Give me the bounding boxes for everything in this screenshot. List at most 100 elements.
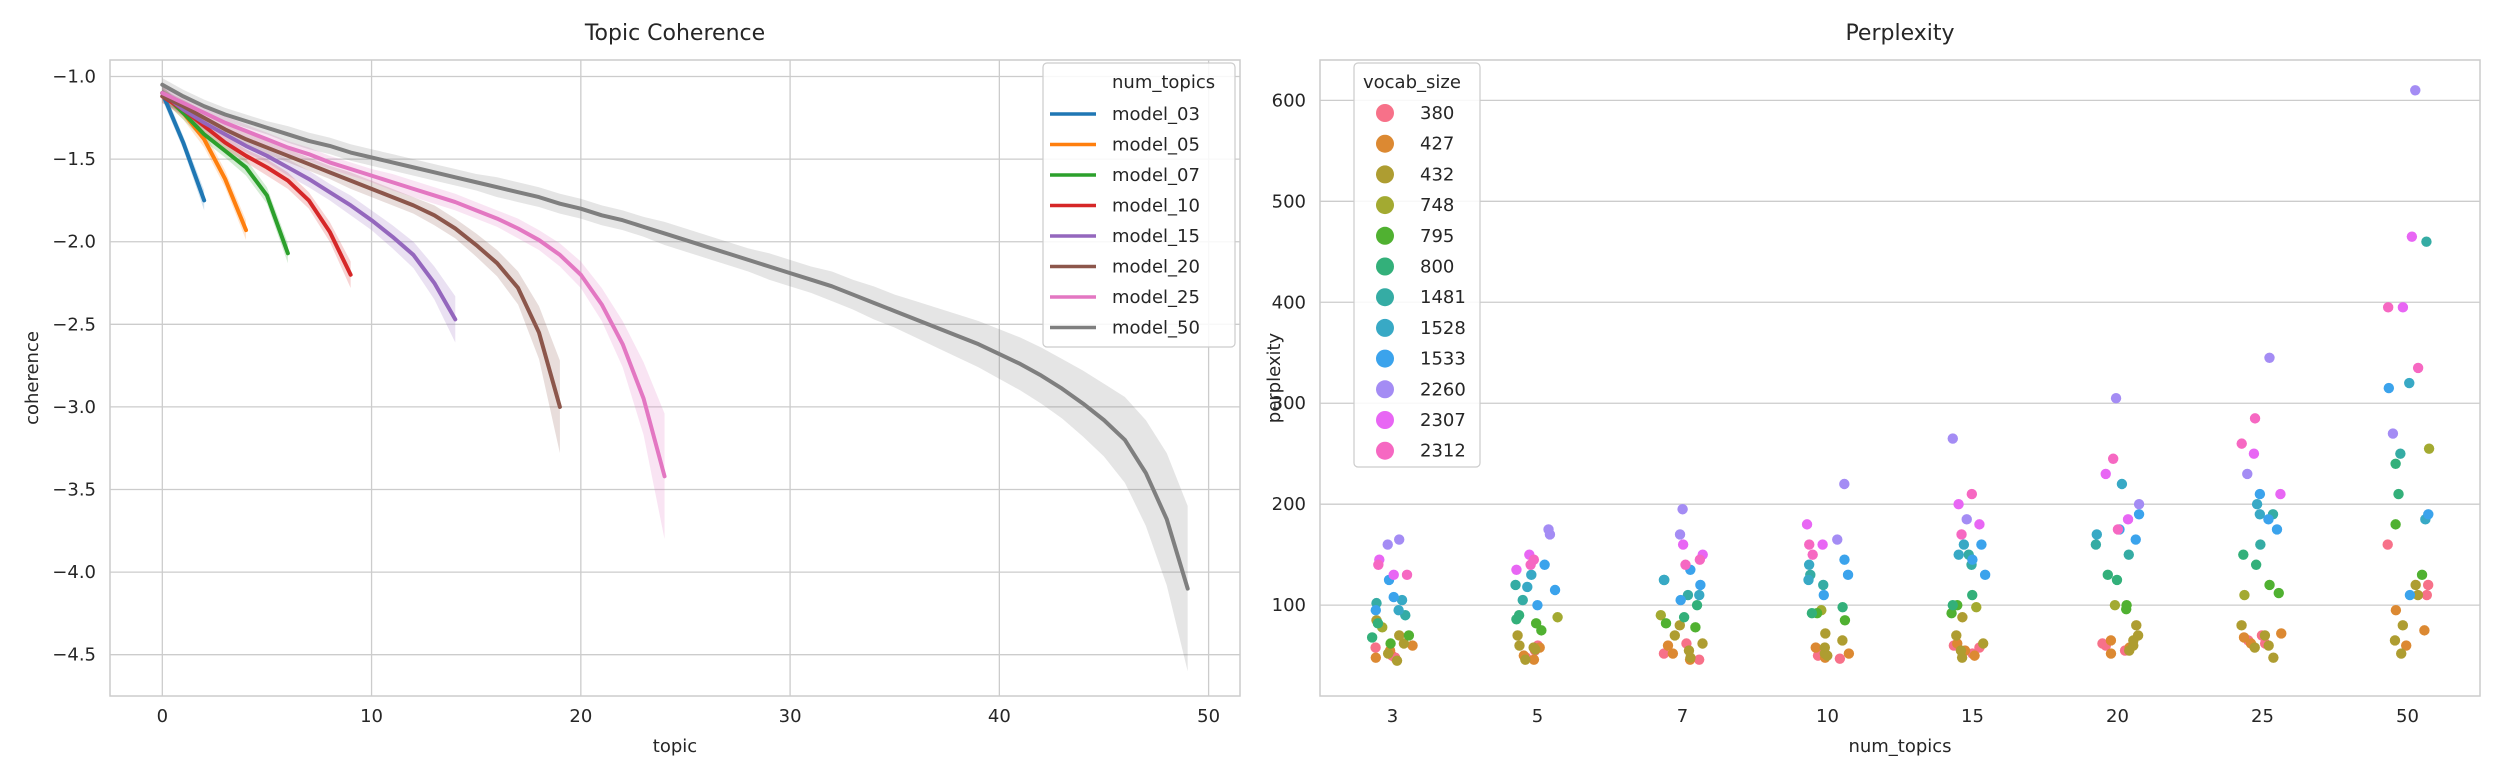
perplexity-legend-label-2260: 2260 [1420, 379, 1466, 400]
perplexity-point-2260 [1674, 529, 1686, 540]
perplexity-point-748 [1552, 612, 1563, 623]
perplexity-point-427 [1528, 654, 1540, 665]
perplexity-x-tick-label: 20 [2106, 706, 2129, 727]
perplexity-point-432 [1669, 630, 1680, 641]
perplexity-point-795 [1403, 630, 1415, 641]
perplexity-point-2312 [2107, 453, 2119, 464]
perplexity-y-axis-label: perplexity [1264, 332, 1285, 423]
coherence-x-tick-label: 0 [157, 706, 168, 727]
perplexity-legend: vocab_size 380 427 432 748 795 800 1481 1528 153… [1353, 62, 1481, 468]
coherence-legend-label-model_25: model_25 [1112, 287, 1200, 308]
perplexity-legend-swatch-1481 [1376, 288, 1394, 307]
perplexity-point-1533 [2271, 524, 2283, 535]
perplexity-point-800 [1691, 599, 1703, 611]
perplexity-point-2260 [2242, 468, 2253, 480]
perplexity-point-2260 [1677, 504, 1688, 515]
perplexity-point-432 [2412, 589, 2424, 601]
perplexity-point-1528 [2116, 478, 2128, 490]
perplexity-legend-label-2312: 2312 [1420, 441, 1466, 462]
perplexity-point-432 [1512, 630, 1523, 641]
perplexity-legend-swatch-2307 [1376, 411, 1394, 429]
coherence-x-tick-label: 50 [1197, 706, 1220, 727]
perplexity-legend-label-432: 432 [1420, 164, 1454, 185]
perplexity-point-432 [1955, 645, 1967, 656]
coherence-x-tick-labels: 0 10 20 30 40 50 [157, 706, 1220, 727]
perplexity-point-1533 [1818, 589, 1829, 601]
perplexity-point-2307 [1511, 564, 1522, 576]
perplexity-point-795 [2264, 579, 2275, 591]
perplexity-point-795 [1660, 618, 1672, 629]
perplexity-point-1533 [1839, 554, 1850, 565]
perplexity-point-432 [1951, 630, 1962, 641]
perplexity-point-427 [1662, 640, 1674, 651]
perplexity-point-1533 [2254, 488, 2266, 500]
perplexity-point-1481 [2255, 539, 2266, 550]
coherence-legend-label-model_03: model_03 [1112, 104, 1200, 125]
perplexity-point-380 [2097, 638, 2108, 649]
perplexity-point-2260 [1382, 539, 1393, 550]
perplexity-point-432 [1391, 655, 1403, 666]
perplexity-point-800 [1947, 599, 1958, 611]
perplexity-point-1533 [1967, 554, 1978, 565]
perplexity-x-tick-label: 10 [1816, 706, 1839, 727]
perplexity-point-427 [2276, 628, 2287, 639]
perplexity-point-800 [2393, 488, 2404, 500]
perplexity-point-427 [2390, 604, 2402, 616]
perplexity-axes-frame [1319, 59, 2481, 697]
perplexity-x-tick-label: 7 [1677, 706, 1688, 727]
perplexity-point-380 [1693, 654, 1705, 665]
perplexity-legend-title: vocab_size [1363, 72, 1461, 93]
perplexity-point-800 [1511, 614, 1522, 625]
perplexity-point-1533 [2130, 534, 2141, 545]
perplexity-point-432 [1674, 620, 1685, 631]
perplexity-point-2307 [2248, 448, 2260, 459]
perplexity-point-800 [2390, 458, 2401, 470]
perplexity-point-748 [2239, 589, 2250, 601]
coherence-y-tick-label: −1.5 [52, 149, 96, 170]
perplexity-y-tick-label: 400 [1272, 292, 1306, 313]
perplexity-point-800 [2111, 574, 2123, 586]
perplexity-point-1533 [1370, 604, 1381, 616]
perplexity-point-1533 [1532, 599, 1543, 611]
perplexity-point-2307 [2275, 488, 2286, 500]
coherence-title: Topic Coherence [584, 21, 765, 46]
perplexity-point-795 [2390, 519, 2401, 530]
perplexity-point-427 [2401, 640, 2412, 651]
perplexity-point-427 [1407, 640, 1418, 651]
perplexity-point-432 [1382, 648, 1394, 659]
perplexity-point-427 [1843, 648, 1855, 659]
coherence-line-model_07 [160, 91, 290, 256]
coherence-lines [160, 82, 1190, 591]
perplexity-point-800 [1678, 612, 1690, 623]
perplexity-legend-label-1481: 1481 [1420, 287, 1466, 308]
perplexity-x-tick-label: 50 [2396, 706, 2419, 727]
perplexity-point-1481 [1818, 579, 1829, 591]
perplexity-point-795 [1385, 638, 1396, 649]
perplexity-x-tick-label: 5 [1532, 706, 1543, 727]
perplexity-point-748 [1655, 610, 1667, 621]
perplexity-y-tick-label: 100 [1272, 595, 1306, 616]
coherence-legend-label-model_15: model_15 [1112, 226, 1200, 247]
perplexity-point-2312 [1807, 549, 1818, 560]
perplexity-point-432 [2396, 648, 2407, 659]
perplexity-point-1528 [1958, 539, 1970, 550]
coherence-legend-title: num_topics [1112, 72, 1215, 93]
perplexity-point-427 [1969, 650, 1980, 661]
perplexity-legend-label-2307: 2307 [1420, 410, 1466, 431]
perplexity-point-432 [1514, 640, 1525, 651]
perplexity-point-795 [1690, 622, 1701, 633]
perplexity-point-1528 [1658, 574, 1670, 586]
perplexity-x-tick-labels: 3 5 7 10 15 20 25 50 [1387, 706, 2419, 727]
perplexity-point-432 [1697, 638, 1708, 649]
perplexity-point-432 [1398, 638, 1410, 649]
perplexity-point-795 [2416, 569, 2428, 581]
perplexity-gridlines [1320, 99, 2480, 606]
perplexity-legend-label-800: 800 [1420, 257, 1454, 278]
coherence-line-model_03 [160, 91, 207, 203]
perplexity-legend-box [1353, 62, 1481, 468]
perplexity-legend-swatch-1533 [1376, 349, 1394, 368]
perplexity-point-1481 [2090, 539, 2102, 550]
coherence-x-axis-label: topic [653, 736, 697, 757]
coherence-line-model_20 [160, 94, 562, 409]
perplexity-point-1533 [2133, 509, 2145, 520]
